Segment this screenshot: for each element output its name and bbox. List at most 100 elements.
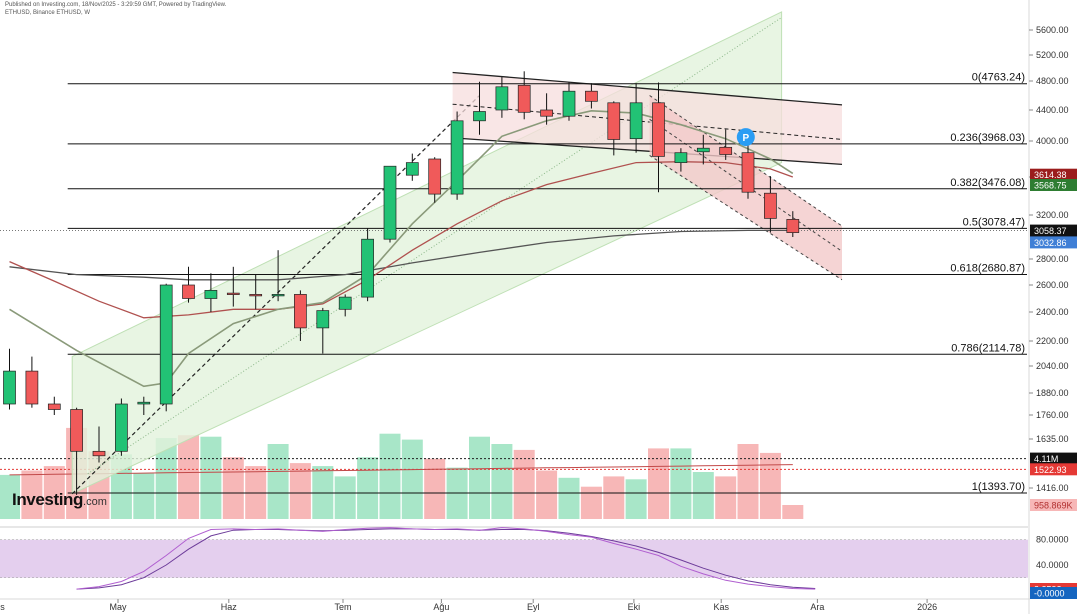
candle-body — [696, 147, 710, 153]
candle-body — [629, 102, 643, 140]
volume-badge: 4.11M — [1034, 454, 1058, 464]
fib-level-label: 0.382(3476.08) — [950, 177, 1025, 189]
volume-bar — [43, 466, 65, 519]
candle-body — [383, 165, 397, 240]
volume-average-line — [9, 464, 793, 476]
price-tick-label: 4800.00 — [1036, 76, 1069, 86]
price-tick-label: 4000.00 — [1036, 136, 1069, 146]
volume-bar — [357, 457, 379, 519]
downtrend-lower — [649, 154, 843, 281]
price-tick-label: 2800.00 — [1036, 254, 1069, 264]
price-tick-label: 1880.00 — [1036, 388, 1069, 398]
volume-bar — [424, 458, 446, 519]
price-badge-bg — [1030, 168, 1077, 181]
volume-badge-bg — [1030, 452, 1077, 465]
price-tick-label: 2200.00 — [1036, 336, 1069, 346]
candle-body — [540, 109, 553, 117]
pivot-marker-icon — [736, 128, 755, 147]
candle-body — [159, 284, 173, 405]
time-tick-label: Tem — [334, 602, 351, 612]
price-badge: 3614.38 — [1034, 170, 1067, 180]
fib-level-label: 0.5(3078.47) — [963, 216, 1025, 228]
uptrend-dotted-line — [87, 17, 782, 475]
candle-body — [473, 111, 486, 122]
moving-average-slow — [9, 229, 793, 281]
volume-badge-bg — [1030, 499, 1077, 511]
candle-body — [517, 84, 531, 113]
price-tick-label: 1635.00 — [1036, 434, 1069, 444]
rsi-band — [0, 539, 1028, 578]
candle-body — [495, 86, 509, 111]
top-channel-upper — [452, 71, 843, 106]
volume-badge: 1522.93 — [1034, 465, 1067, 475]
volume-bar — [401, 439, 423, 519]
rsi-tick-label: 40.0000 — [1036, 560, 1069, 570]
rsi-tick-label: 80.0000 — [1036, 535, 1069, 545]
candle-body — [674, 152, 688, 163]
price-tick-label: 4400.00 — [1036, 105, 1069, 115]
volume-bar — [715, 476, 737, 519]
volume-bar — [178, 435, 199, 519]
rsi-badge: -0.0000 — [1034, 589, 1065, 599]
time-tick-label: 2026 — [917, 602, 937, 612]
rsi-badge-bg — [1030, 587, 1077, 599]
pivot-marker-label: P — [742, 133, 749, 144]
volume-bar — [558, 477, 580, 519]
volume-badge: 958.869K — [1034, 501, 1073, 511]
volume-bar — [491, 444, 513, 519]
volume-bar — [469, 436, 490, 519]
candle-body — [204, 290, 218, 299]
fib-level-label: 0(4763.24) — [972, 72, 1025, 84]
price-tick-label: 5600.00 — [1036, 25, 1069, 35]
fib-level-label: 1(1393.70) — [972, 481, 1025, 493]
candle-body — [115, 403, 128, 452]
publication-header: Published on Investing.com, 18/Nov/2025 … — [5, 2, 227, 8]
candle-body — [92, 450, 106, 457]
candle-body — [607, 102, 621, 140]
brand-name: Investing — [12, 490, 84, 509]
price-badge: 3032.86 — [1034, 238, 1067, 248]
candle-body — [316, 310, 330, 329]
price-badge-bg — [1030, 224, 1077, 237]
brand-suffix: .com — [83, 496, 107, 508]
candle-body — [428, 158, 442, 195]
candle-body — [182, 284, 195, 299]
uptrend-midline — [71, 95, 480, 495]
volume-bar — [782, 505, 804, 519]
price-badge: 3568.75 — [1034, 181, 1067, 191]
candle-body — [786, 219, 800, 233]
volume-bar — [536, 470, 558, 519]
candle-body — [741, 152, 755, 193]
volume-bar — [222, 457, 244, 519]
volume-bar — [759, 452, 781, 519]
candle-body — [25, 370, 39, 405]
candle-body — [271, 294, 285, 297]
fib-level-label: 0.236(3968.03) — [950, 132, 1025, 144]
price-badge-bg — [1030, 179, 1077, 191]
volume-bar — [133, 473, 155, 519]
price-tick-label: 2400.00 — [1036, 307, 1069, 317]
price-badge-bg — [1030, 236, 1077, 249]
candle-body — [3, 370, 16, 405]
candle-body — [249, 294, 263, 297]
time-tick-label: May — [109, 602, 127, 612]
volume-bar — [580, 486, 602, 519]
volume-bar — [267, 444, 289, 519]
volume-bar — [692, 472, 714, 519]
candle-body — [719, 146, 733, 155]
time-tick-label: Kas — [713, 602, 729, 612]
candle-body — [405, 162, 419, 176]
time-tick-label: Nis — [0, 602, 5, 612]
volume-bar — [737, 444, 759, 519]
candle-body — [562, 90, 576, 117]
volume-bar — [21, 470, 43, 519]
candle-body — [652, 102, 665, 157]
top-channel-lower — [452, 137, 843, 166]
time-tick-label: Eyl — [527, 602, 540, 612]
price-tick-label: 1416.00 — [1036, 483, 1069, 493]
volume-bar — [625, 479, 647, 519]
candle-body — [450, 120, 464, 195]
price-badge: 3058.37 — [1034, 226, 1067, 236]
